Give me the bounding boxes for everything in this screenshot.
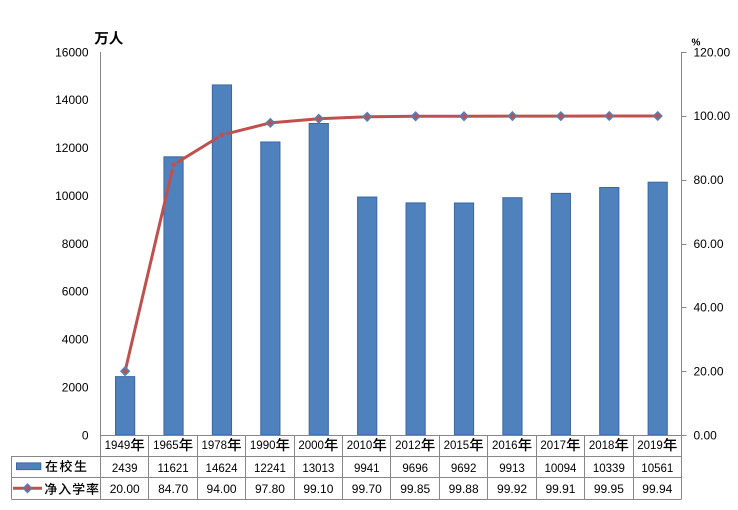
svg-text:12000: 12000 (55, 141, 89, 155)
svg-text:99.95: 99.95 (594, 482, 624, 496)
svg-text:2000: 2000 (62, 380, 89, 394)
svg-text:120.00: 120.00 (694, 45, 731, 59)
svg-text:9941: 9941 (354, 463, 380, 475)
svg-text:99.10: 99.10 (303, 482, 333, 496)
svg-text:60.00: 60.00 (694, 237, 724, 251)
svg-text:2016: 2016 (492, 440, 518, 452)
svg-text:2012: 2012 (395, 440, 421, 452)
svg-text:20.00: 20.00 (694, 364, 724, 378)
svg-text:99.88: 99.88 (449, 482, 479, 496)
svg-text:2017: 2017 (540, 440, 566, 452)
svg-text:97.80: 97.80 (255, 482, 285, 496)
svg-text:1949: 1949 (105, 440, 131, 452)
svg-text:20.00: 20.00 (110, 482, 140, 496)
svg-text:16000: 16000 (55, 45, 89, 59)
svg-text:9696: 9696 (402, 463, 428, 475)
svg-text:%: % (692, 38, 701, 49)
svg-text:12241: 12241 (254, 463, 286, 475)
svg-text:1978: 1978 (202, 440, 228, 452)
svg-text:80.00: 80.00 (694, 173, 724, 187)
svg-text:0.00: 0.00 (694, 428, 718, 442)
svg-text:1990: 1990 (250, 440, 276, 452)
svg-text:10094: 10094 (544, 463, 577, 475)
svg-text:100.00: 100.00 (694, 109, 731, 123)
svg-text:94.00: 94.00 (207, 482, 237, 496)
svg-text:84.70: 84.70 (158, 482, 188, 496)
svg-text:8000: 8000 (62, 237, 89, 251)
svg-text:2439: 2439 (112, 463, 138, 475)
svg-text:99.92: 99.92 (497, 482, 527, 496)
svg-text:13013: 13013 (302, 463, 334, 475)
svg-text:2010: 2010 (347, 440, 373, 452)
svg-text:11621: 11621 (158, 463, 189, 475)
svg-text:40.00: 40.00 (694, 301, 724, 315)
svg-text:99.91: 99.91 (545, 482, 575, 496)
svg-text:2019: 2019 (637, 440, 663, 452)
svg-text:6000: 6000 (62, 285, 89, 299)
svg-text:14000: 14000 (55, 93, 89, 107)
svg-text:9692: 9692 (451, 463, 477, 475)
svg-text:99.85: 99.85 (400, 482, 430, 496)
svg-text:1965: 1965 (153, 440, 179, 452)
svg-text:0: 0 (82, 428, 89, 442)
svg-text:2015: 2015 (444, 440, 470, 452)
svg-text:9913: 9913 (499, 463, 525, 475)
svg-text:2000: 2000 (298, 440, 324, 452)
svg-text:99.70: 99.70 (352, 482, 382, 496)
svg-text:99.94: 99.94 (642, 482, 672, 496)
svg-text:2018: 2018 (589, 440, 615, 452)
svg-text:4000: 4000 (62, 333, 89, 347)
svg-text:10000: 10000 (55, 189, 89, 203)
svg-text:10561: 10561 (641, 463, 673, 475)
svg-text:14624: 14624 (206, 463, 239, 475)
svg-text:10339: 10339 (593, 463, 625, 475)
